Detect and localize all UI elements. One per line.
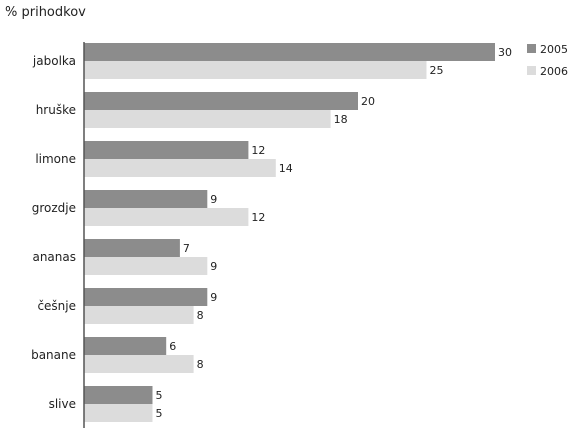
bar-2006-2 (84, 159, 276, 177)
legend-swatch-2006 (527, 66, 536, 75)
data-label-2006-1: 18 (334, 113, 348, 126)
labels-layer: jabolka 30 25 hruške 20 18 limone 12 14 grozdje 9 1… (31, 46, 512, 420)
bar-2005-1 (84, 92, 358, 110)
data-label-2006-5: 8 (197, 309, 204, 322)
bar-2005-5 (84, 288, 208, 306)
bar-2005-6 (84, 337, 167, 355)
bar-2006-4 (84, 257, 208, 275)
data-label-2005-6: 6 (169, 340, 176, 353)
bar-2006-7 (84, 404, 153, 422)
data-label-2006-7: 5 (156, 407, 163, 420)
data-label-2005-3: 9 (210, 193, 217, 206)
bar-2006-1 (84, 110, 331, 128)
data-label-2005-5: 9 (210, 291, 217, 304)
legend-label-2006: 2006 (540, 65, 568, 78)
category-label-7: slive (49, 397, 76, 411)
data-label-2005-0: 30 (498, 46, 512, 59)
data-label-2005-2: 12 (251, 144, 265, 157)
category-label-6: banane (31, 348, 76, 362)
category-label-2: limone (35, 152, 76, 166)
data-label-2005-4: 7 (183, 242, 190, 255)
category-label-4: ananas (32, 250, 76, 264)
data-label-2005-7: 5 (156, 389, 163, 402)
bar-2006-6 (84, 355, 194, 373)
legend-label-2005: 2005 (540, 43, 568, 56)
data-label-2006-0: 25 (430, 64, 444, 77)
data-label-2006-4: 9 (210, 260, 217, 273)
data-label-2006-3: 12 (251, 211, 265, 224)
data-label-2006-2: 14 (279, 162, 293, 175)
bar-2006-0 (84, 61, 427, 79)
data-label-2006-6: 8 (197, 358, 204, 371)
chart-title: % prihodkov (5, 5, 86, 20)
bar-2006-3 (84, 208, 249, 226)
legend-swatch-2005 (527, 44, 536, 53)
bar-2005-7 (84, 386, 153, 404)
bar-2005-0 (84, 43, 495, 61)
category-label-0: jabolka (32, 54, 76, 68)
category-label-1: hruške (36, 103, 76, 117)
legend: 2005 2006 (527, 43, 568, 78)
category-label-5: češnje (37, 299, 76, 313)
bar-2005-2 (84, 141, 249, 159)
bar-2005-4 (84, 239, 180, 257)
category-label-3: grozdje (32, 201, 76, 215)
data-label-2005-1: 20 (361, 95, 375, 108)
bars-layer (84, 43, 495, 422)
bar-2006-5 (84, 306, 194, 324)
bar-2005-3 (84, 190, 208, 208)
